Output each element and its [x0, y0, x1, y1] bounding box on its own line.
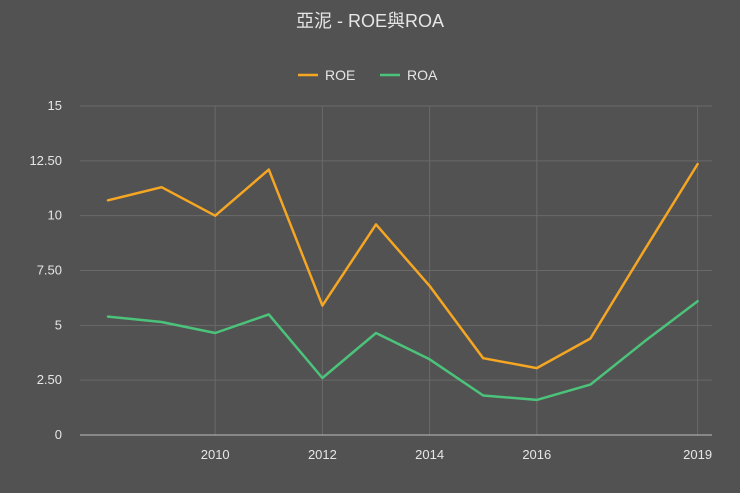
x-tick-label: 2014 [415, 447, 444, 462]
data-point-roa[interactable] [427, 356, 433, 362]
grid [80, 105, 712, 435]
x-tick-label: 2019 [683, 447, 712, 462]
data-point-roe[interactable] [373, 221, 379, 227]
data-point-roa[interactable] [212, 330, 218, 336]
x-tick-label: 2010 [201, 447, 230, 462]
data-point-roa[interactable] [266, 311, 272, 317]
data-point-roe[interactable] [534, 365, 540, 371]
x-tick-label: 2016 [522, 447, 551, 462]
y-tick-label: 12.50 [29, 153, 62, 168]
y-tick-label: 15 [48, 98, 62, 113]
data-point-roa[interactable] [159, 319, 165, 325]
axes: 0 2.50 5 7.50 10 12.50 15 2010 2012 2014 2016 2019 [29, 98, 712, 462]
data-point-roe[interactable] [319, 303, 325, 309]
legend-label-roe: ROE [325, 67, 355, 83]
y-tick-label: 2.50 [37, 372, 62, 387]
data-point-roa[interactable] [105, 314, 111, 320]
series [105, 161, 701, 403]
data-point-roe[interactable] [641, 248, 647, 254]
data-point-roe[interactable] [695, 161, 701, 167]
data-point-roe[interactable] [266, 167, 272, 173]
data-point-roa[interactable] [695, 298, 701, 304]
data-point-roa[interactable] [534, 397, 540, 403]
chart-title: 亞泥 - ROE與ROA [296, 11, 444, 31]
series-line-roa[interactable] [106, 299, 699, 402]
series-line-roe[interactable] [106, 162, 699, 370]
data-point-roe[interactable] [587, 335, 593, 341]
x-tick-label: 2012 [308, 447, 337, 462]
data-point-roe[interactable] [159, 184, 165, 190]
data-point-roa[interactable] [480, 393, 486, 399]
y-tick-label: 0 [55, 427, 62, 442]
data-point-roa[interactable] [641, 339, 647, 345]
data-point-roe[interactable] [212, 213, 218, 219]
y-tick-label: 7.50 [37, 263, 62, 278]
data-point-roa[interactable] [319, 375, 325, 381]
data-point-roe[interactable] [105, 197, 111, 203]
legend-item-roe[interactable]: ROE [298, 67, 355, 83]
y-tick-label: 5 [55, 317, 62, 332]
legend-item-roa[interactable]: ROA [380, 67, 438, 83]
legend-label-roa: ROA [407, 67, 438, 83]
y-tick-label: 10 [48, 208, 62, 223]
legend: ROE ROA [298, 67, 438, 83]
data-point-roa[interactable] [587, 382, 593, 388]
data-point-roe[interactable] [480, 355, 486, 361]
data-point-roa[interactable] [373, 330, 379, 336]
data-point-roe[interactable] [427, 283, 433, 289]
